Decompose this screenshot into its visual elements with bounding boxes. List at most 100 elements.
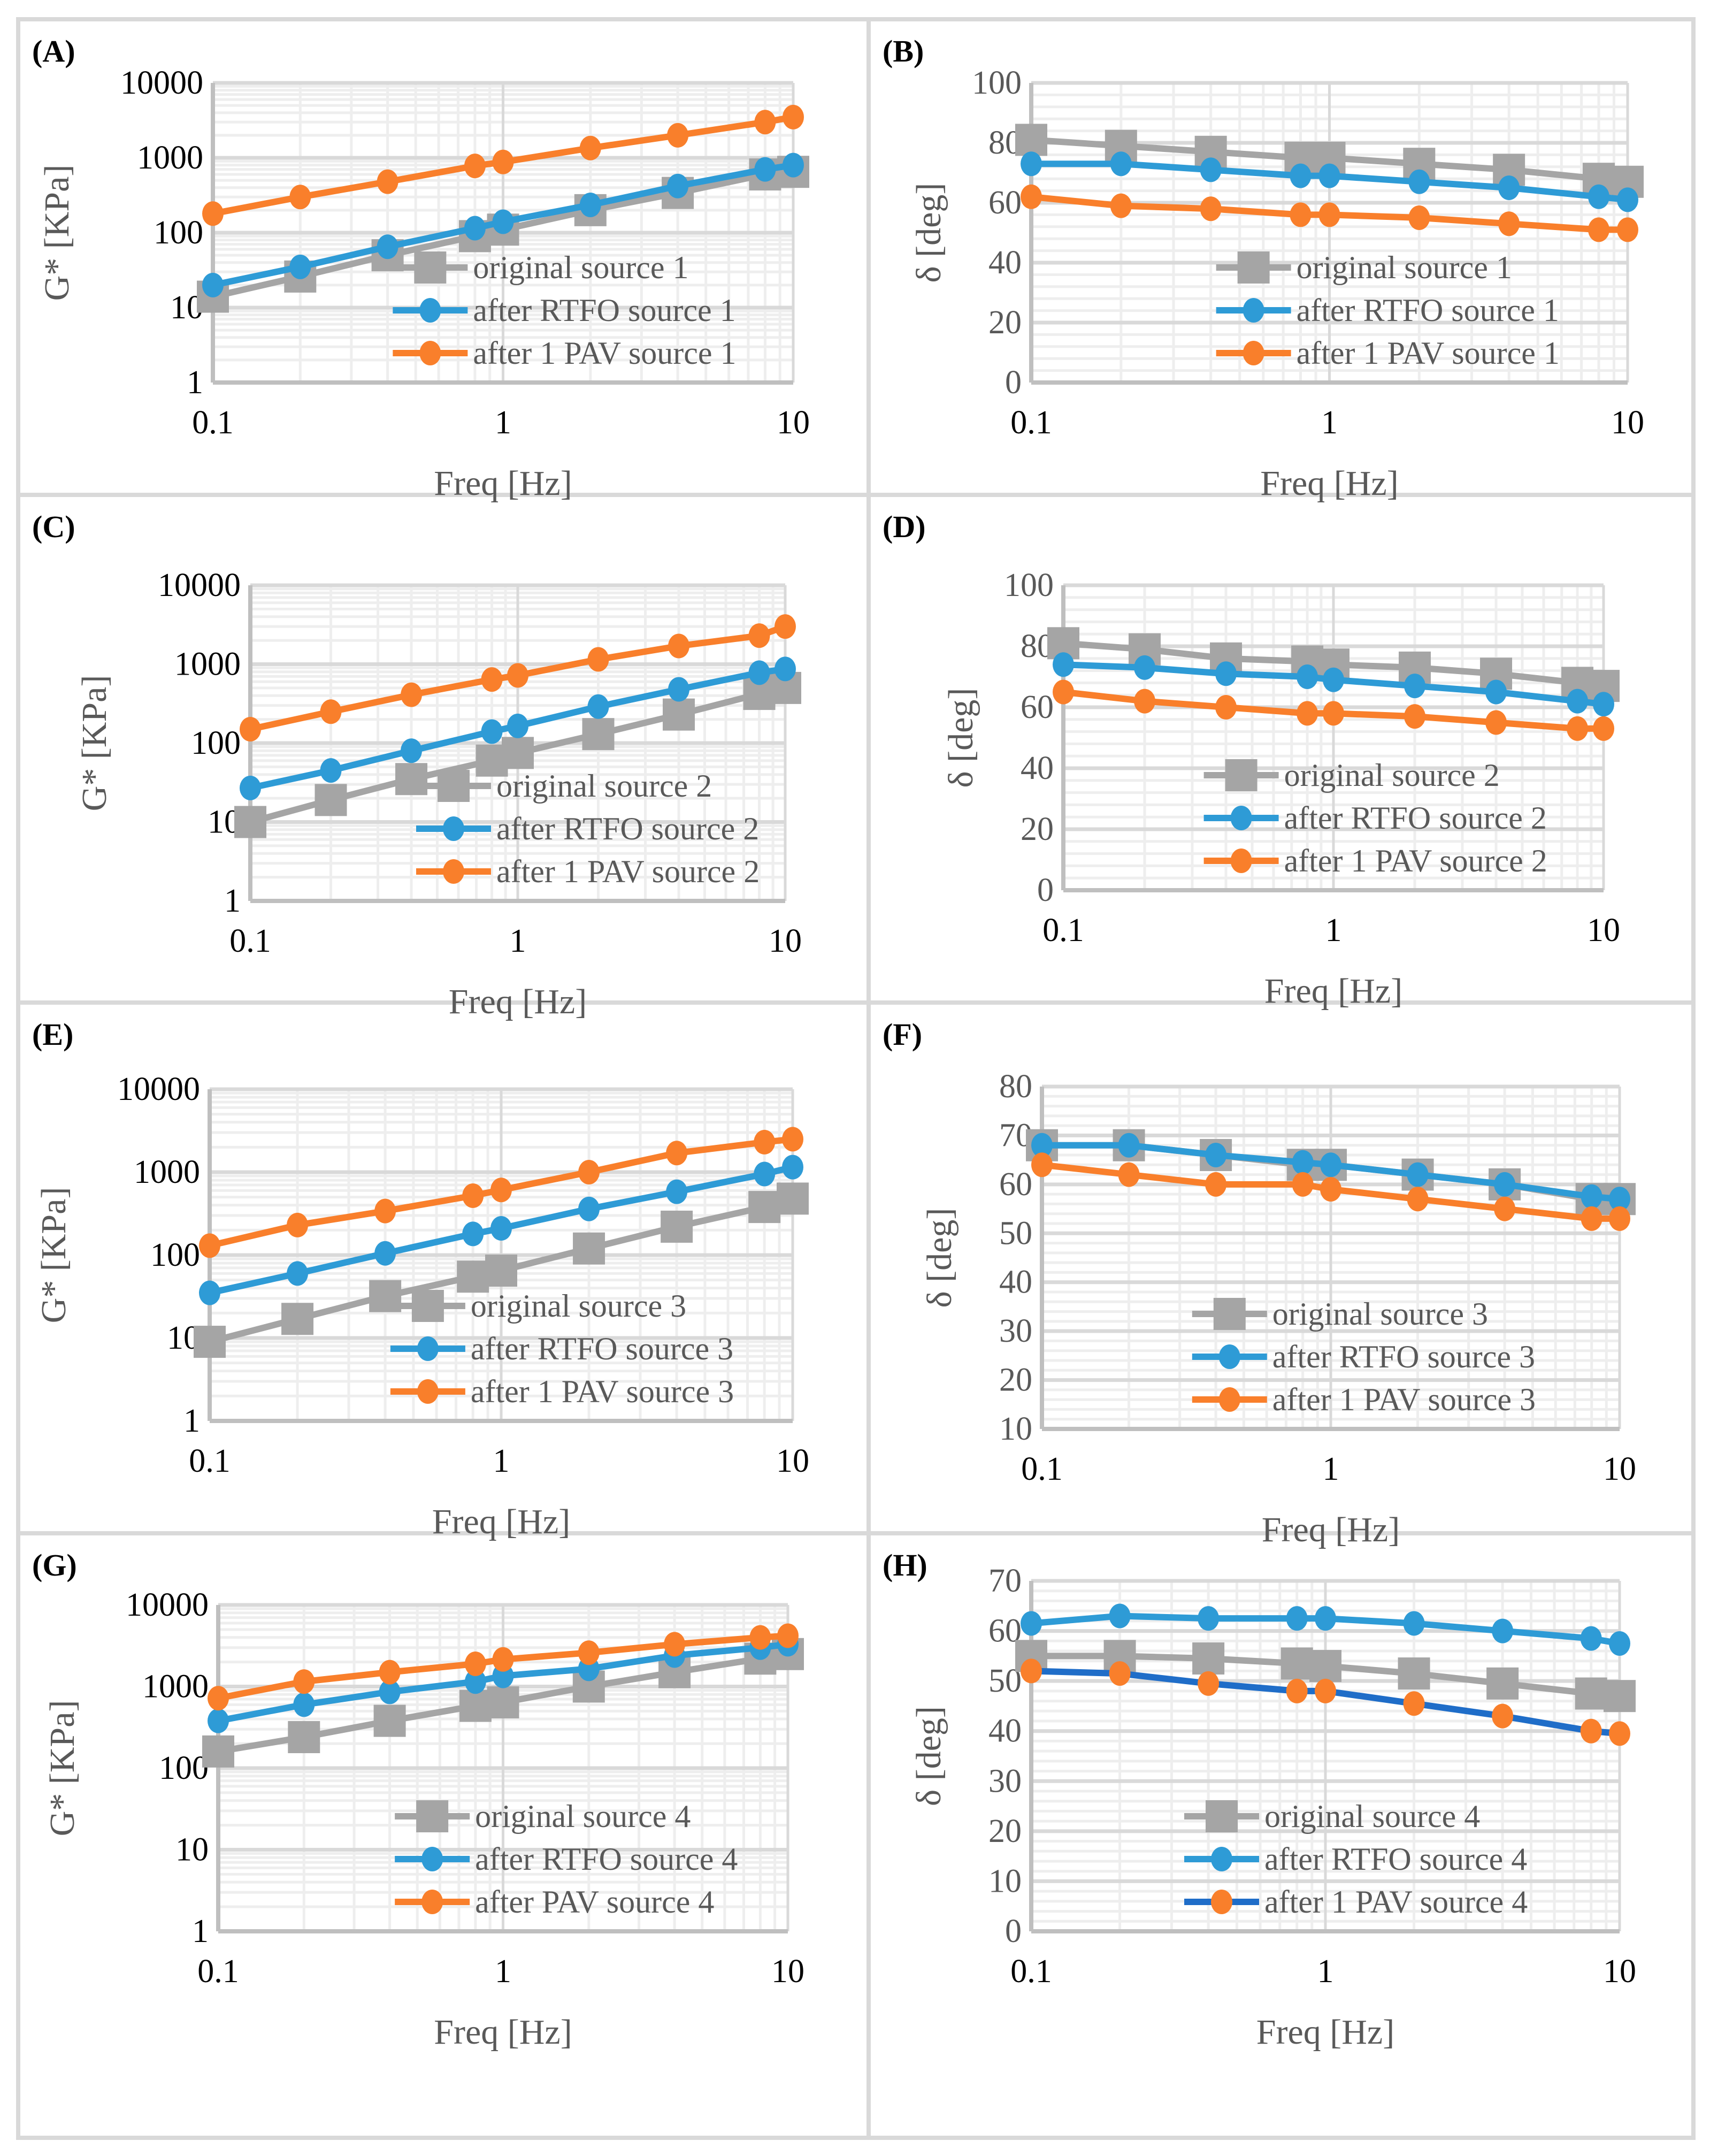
data-point — [777, 1182, 809, 1215]
data-point — [1134, 655, 1156, 680]
data-point — [293, 1669, 315, 1694]
y-axis-title: δ [deg] — [909, 183, 948, 283]
series-after-rtfo-source-1 — [1021, 151, 1638, 212]
data-point — [1593, 692, 1614, 717]
legend-label: after RTFO source 4 — [1264, 1841, 1527, 1877]
data-point — [668, 677, 690, 702]
data-point — [1118, 1162, 1140, 1187]
data-point — [1494, 1172, 1516, 1197]
legend-label: after RTFO source 3 — [1272, 1339, 1535, 1374]
data-point — [1031, 1133, 1053, 1158]
x-tick-label: 0.1 — [229, 923, 271, 959]
legend-label: after RTFO source 4 — [475, 1841, 738, 1877]
x-axis-title: Freq [Hz] — [432, 1502, 570, 1541]
data-point — [481, 719, 503, 744]
data-point — [1205, 1143, 1227, 1167]
data-point — [775, 656, 796, 682]
data-point — [1015, 124, 1047, 156]
data-point — [1053, 679, 1074, 705]
x-tick-label: 1 — [1325, 912, 1342, 949]
legend-item-original-source-2: original source 2 — [1203, 758, 1500, 793]
y-axis-title: G* [KPa] — [75, 675, 114, 812]
legend-item-original-source-1: original source 1 — [1216, 250, 1512, 285]
legend-label: after RTFO source 3 — [471, 1331, 733, 1366]
data-point — [507, 663, 528, 688]
y-tick-label: 1000 — [137, 140, 203, 176]
data-point — [754, 1161, 776, 1187]
data-point — [1021, 1658, 1042, 1684]
data-point — [320, 699, 342, 724]
legend-label: after 1 PAV source 2 — [1284, 843, 1547, 878]
data-point — [1580, 1718, 1602, 1744]
data-point — [1604, 1680, 1636, 1712]
y-tick-label: 80 — [999, 1068, 1032, 1105]
data-point — [464, 1651, 486, 1676]
chart-panel-d: (D) 0 20 40 60 80 100 0.1 1 10 Freq [Hz] δ [deg] ori… — [871, 497, 1696, 1011]
data-point — [1492, 1703, 1514, 1729]
data-point — [1581, 1206, 1602, 1231]
data-point — [457, 1260, 489, 1293]
data-point — [1408, 205, 1430, 230]
series-after-1-pav-source-1 — [202, 104, 804, 226]
y-tick-label: 100 — [150, 1237, 200, 1273]
data-point — [490, 1216, 512, 1241]
legend-swatch-marker — [417, 1379, 439, 1404]
data-point — [202, 1735, 234, 1768]
legend-label: after PAV source 4 — [475, 1884, 714, 1920]
y-tick-label: 10 — [999, 1411, 1032, 1447]
data-point — [1486, 1667, 1519, 1700]
data-point — [1320, 1177, 1341, 1202]
x-tick-label: 10 — [1603, 1953, 1636, 1990]
y-tick-label: 100 — [191, 725, 241, 761]
legend-label: original source 2 — [1284, 758, 1500, 793]
legend-swatch-marker — [419, 341, 441, 365]
series-after-1-pav-source-4 — [1021, 1658, 1630, 1746]
data-point — [1492, 1618, 1514, 1643]
data-point — [1494, 1196, 1516, 1221]
legend-swatch-marker — [438, 770, 470, 802]
panel-divider-row-1 — [20, 493, 1691, 497]
data-point — [395, 763, 428, 796]
data-point — [1110, 151, 1132, 177]
x-tick-label: 0.1 — [189, 1443, 231, 1479]
legend-item-after-1-pav-source-1: after 1 PAV source 1 — [393, 335, 737, 371]
legend-item-after-1-pav-source-2: after 1 PAV source 2 — [1203, 843, 1547, 878]
y-axis-title: G* [KPa] — [34, 1187, 73, 1324]
y-tick-label: 40 — [988, 244, 1022, 281]
panel-label: (H) — [883, 1548, 927, 1582]
series-after-1-pav-source-3 — [199, 1127, 803, 1258]
data-point — [667, 173, 689, 198]
x-tick-label: 10 — [1587, 912, 1620, 949]
x-tick-label: 0.1 — [1010, 1953, 1052, 1990]
legend-label: after 1 PAV source 3 — [471, 1374, 734, 1409]
legend-swatch-marker — [1218, 1344, 1240, 1369]
y-tick-label: 1 — [187, 364, 203, 401]
data-point — [754, 110, 776, 135]
series-original-source-2 — [234, 671, 801, 838]
data-point — [1110, 193, 1132, 218]
legend-item-after-rtfo-source-2: after RTFO source 2 — [416, 811, 759, 846]
series-after-rtfo-source-2 — [240, 656, 796, 800]
legend: original source 1 after RTFO source 1 afte… — [393, 250, 737, 371]
y-tick-label: 100 — [159, 1750, 209, 1786]
x-tick-label: 1 — [495, 404, 511, 441]
data-point — [578, 1196, 600, 1221]
data-point — [1280, 1647, 1313, 1680]
series-after-1-pav-source-2 — [240, 614, 796, 742]
data-point — [1290, 163, 1312, 188]
panel-label: (C) — [32, 509, 75, 544]
legend-swatch-marker — [421, 1890, 443, 1914]
y-tick-label: 40 — [1021, 750, 1054, 786]
data-point — [287, 1261, 309, 1286]
data-point — [490, 1178, 512, 1203]
y-tick-label: 10000 — [126, 1587, 209, 1623]
x-tick-label: 0.1 — [1010, 404, 1052, 441]
legend-label: after RTFO source 2 — [496, 811, 759, 846]
data-point — [481, 667, 503, 692]
y-tick-label: 20 — [988, 1813, 1022, 1849]
data-point — [401, 738, 423, 763]
data-point — [1404, 674, 1426, 699]
legend-item-original-source-2: original source 2 — [416, 768, 712, 804]
